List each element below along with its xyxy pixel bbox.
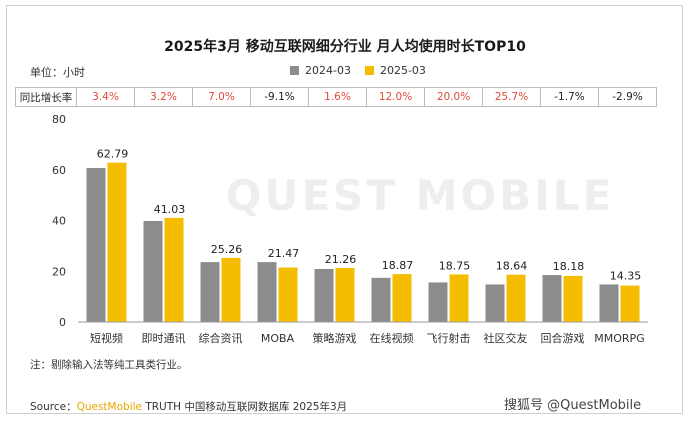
y-tick-label: 80 [52,113,66,126]
data-label: 21.26 [325,253,357,266]
yoy-cell: 20.0% [424,87,483,107]
bar-2025 [335,268,355,322]
bar-2024 [371,277,391,322]
source-line: Source：QuestMobile TRUTH 中国移动互联网数据库 2025… [30,399,347,414]
bar-2025 [620,285,640,322]
x-tick-label: 策略游戏 [313,331,357,345]
data-label: 18.87 [382,259,414,272]
yoy-cell: 3.2% [134,87,193,107]
x-tick-label: 即时通讯 [142,332,186,345]
legend-label-2024: 2024-03 [305,64,351,77]
legend-swatch-2025 [364,66,374,75]
bar-2025 [563,275,583,322]
y-tick-label: 40 [52,215,66,228]
yoy-growth-table: 同比增长率 3.4% 3.2% 7.0% -9.1% 1.6% 12.0% 20… [15,87,657,107]
watermark: QUEST MOBILE [226,171,615,220]
data-label: 18.75 [439,259,471,272]
footnote: 注：剔除输入法等纯工具类行业。 [30,359,188,371]
yoy-header: 同比增长率 [15,87,77,107]
x-tick-label: 回合游戏 [541,331,585,345]
yoy-cell: 3.4% [76,87,135,107]
bar-2025 [506,274,526,322]
source-prefix: Source： [30,401,77,413]
source-rest: TRUTH 中国移动互联网数据库 2025年3月 [142,401,348,413]
y-tick-label: 0 [59,316,66,329]
chart-title: 2025年3月 移动互联网细分行业 月人均使用时长TOP10 [164,39,526,55]
data-label: 41.03 [154,203,186,216]
bar-2025 [221,257,241,322]
x-tick-label: 短视频 [90,331,123,345]
unit-label: 单位：小时 [30,66,85,79]
data-label: 62.79 [97,148,129,161]
bar-2025 [392,274,412,322]
legend-label-2025: 2025-03 [379,64,426,77]
bar-2025 [278,267,298,322]
bar-2025 [107,162,127,322]
x-tick-label: MOBA [261,332,295,345]
bar-2024 [542,275,562,322]
yoy-cell: 1.6% [308,87,367,107]
x-tick-label: MMORPG [594,332,644,345]
legend: 2024-03 2025-03 [290,64,426,77]
data-label: 18.18 [553,260,585,273]
x-tick-label: 飞行射击 [427,331,471,345]
yoy-cell: -9.1% [250,87,309,107]
y-tick-label: 20 [52,265,66,278]
data-label: 18.64 [496,260,528,273]
bar-2024 [143,221,163,322]
bar-2025 [164,217,184,322]
bar-2024 [599,284,619,322]
bar-2025 [449,274,469,322]
bar-2024 [485,284,505,322]
credit-watermark: 搜狐号 @QuestMobile [504,398,642,413]
yoy-cell: 25.7% [482,87,541,107]
yoy-cell: -1.7% [540,87,599,107]
data-label: 21.47 [268,247,300,260]
data-label: 25.26 [211,243,243,256]
legend-swatch-2024 [290,66,299,75]
x-tick-label: 综合资讯 [199,331,243,345]
bar-2024 [314,268,334,322]
source-brand: QuestMobile [76,401,142,413]
bar-2024 [428,282,448,322]
bar-2024 [200,262,220,322]
bar-2024 [86,167,106,322]
bar-2024 [257,262,277,322]
yoy-cell: -2.9% [598,87,657,107]
x-tick-label: 在线视频 [370,331,414,345]
yoy-cell: 7.0% [192,87,251,107]
data-label: 14.35 [610,269,642,282]
yoy-cell: 12.0% [366,87,425,107]
x-tick-label: 社区交友 [484,331,528,345]
y-tick-label: 60 [52,164,66,177]
